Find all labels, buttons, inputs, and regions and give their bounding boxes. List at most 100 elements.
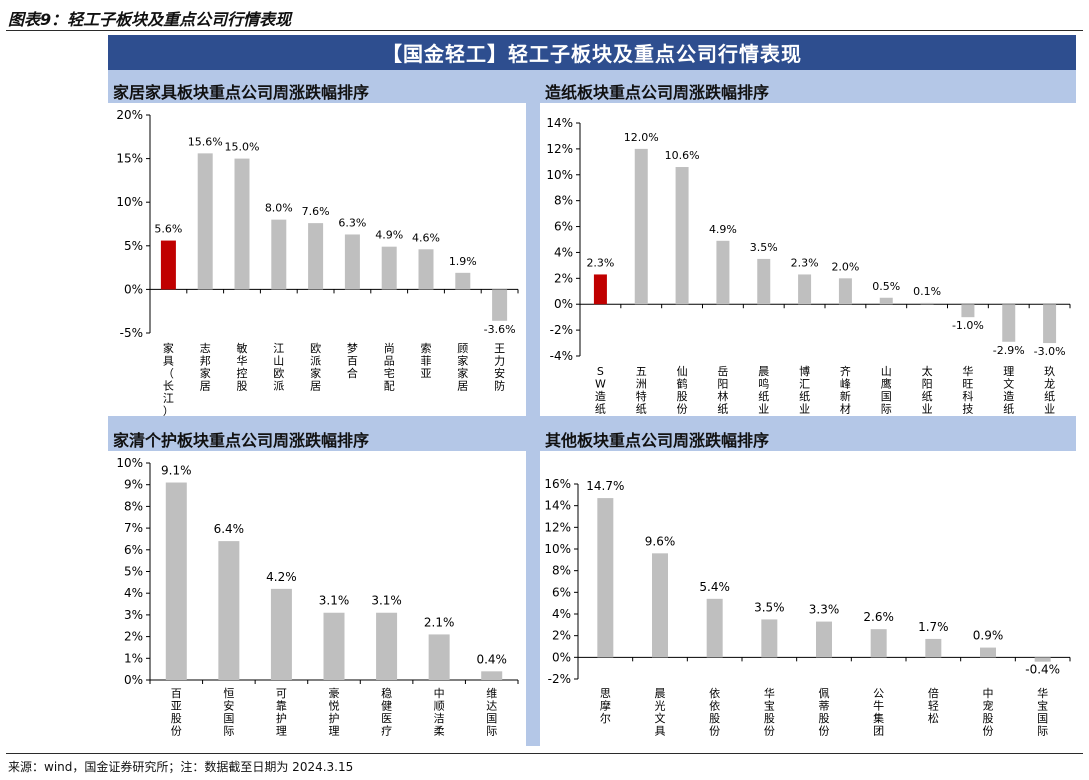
- others-bar-chart: -2% 0% 2% 4% 6% 8% 10% 12% 14% 16% 14.7% 思摩尔 9.6% 晨光文…: [544, 477, 1071, 738]
- bar: [920, 302, 934, 305]
- bar: [716, 240, 730, 305]
- household-bar-chart: 0% 1% 2% 3% 4% 5% 6% 7% 8% 9% 10% 9.1% 百亚股份 6.4% 恒安国际 4…: [116, 456, 519, 738]
- y-tick-label: 14%: [546, 116, 573, 130]
- figure-title: 图表9：轻工子板块及重点公司行情表现: [8, 10, 292, 29]
- chart-panel-household: 0% 1% 2% 3% 4% 5% 6% 7% 8% 9% 10% 9.1% 百亚股份 6.4% 恒安国际 4…: [108, 451, 526, 746]
- y-tick-label: 6%: [124, 543, 143, 557]
- y-tick-label: 10%: [546, 168, 573, 182]
- category-label: 岳阳林纸: [717, 365, 728, 416]
- bar: [481, 671, 503, 680]
- category-label: 华宝股份: [764, 686, 775, 738]
- category-label: 稳健医疗: [381, 686, 392, 738]
- bar: [270, 588, 292, 680]
- data-label: -1.0%: [952, 319, 984, 332]
- bar: [757, 258, 771, 305]
- category-label: 索菲亚: [421, 341, 432, 380]
- data-label: 2.3%: [586, 256, 614, 269]
- data-label: 9.6%: [645, 534, 676, 548]
- category-label: 江山欧派: [273, 342, 284, 393]
- panel-title-household: 家清个护板块重点公司周涨跌幅排序: [113, 431, 370, 450]
- panel-title-others: 其他板块重点公司周涨跌幅排序: [545, 431, 770, 450]
- y-tick-label: 10%: [116, 195, 143, 209]
- category-label: 齐峰新材: [840, 364, 851, 416]
- y-tick-label: 10%: [116, 456, 143, 470]
- panel-title-furniture: 家居家具板块重点公司周涨跌幅排序: [113, 83, 370, 102]
- category-label: 玖龙纸业: [1044, 365, 1055, 416]
- y-tick-label: 20%: [116, 108, 143, 122]
- data-label: 4.2%: [266, 570, 297, 584]
- y-tick-label: 16%: [544, 477, 571, 491]
- y-tick-label: 8%: [554, 194, 573, 208]
- data-label: -2.9%: [993, 344, 1025, 357]
- bar: [961, 304, 975, 318]
- bar: [271, 219, 287, 290]
- data-label: 14.7%: [586, 479, 624, 493]
- y-tick-label: 12%: [544, 520, 571, 534]
- bar: [925, 638, 942, 658]
- data-label: 3.5%: [750, 241, 778, 254]
- category-label: 晨光文具: [655, 687, 666, 738]
- y-tick-label: 4%: [554, 245, 573, 259]
- data-label: 4.9%: [709, 223, 737, 236]
- y-tick-label: -2%: [548, 672, 571, 686]
- y-tick-label: 0%: [554, 297, 573, 311]
- y-tick-label: 6%: [554, 220, 573, 234]
- category-label: 公牛集团: [873, 687, 884, 738]
- category-label: SW造纸Ⅱ: [595, 365, 606, 416]
- data-label: 10.6%: [665, 149, 700, 162]
- data-label: 0.4%: [476, 652, 507, 666]
- bar: [376, 612, 398, 680]
- category-label: 梦百合: [347, 342, 358, 380]
- data-label: -3.0%: [1034, 345, 1066, 358]
- y-tick-label: 7%: [124, 521, 143, 535]
- y-tick-label: 0%: [124, 282, 143, 296]
- category-label: 五洲特纸: [636, 365, 647, 416]
- data-label: 2.3%: [791, 256, 819, 269]
- data-label: 4.6%: [412, 231, 440, 244]
- bar: [798, 274, 812, 305]
- data-label: 2.0%: [831, 260, 859, 273]
- y-tick-label: 2%: [554, 271, 573, 285]
- y-tick-label: 2%: [552, 629, 571, 643]
- chart-panel-others: -2% 0% 2% 4% 6% 8% 10% 12% 14% 16% 14.7% 思摩尔 9.6% 晨光文…: [540, 451, 1076, 746]
- y-tick-label: 12%: [546, 142, 573, 156]
- bar: [593, 274, 607, 305]
- category-label: 豪悦护理: [329, 686, 340, 738]
- bar: [879, 297, 893, 305]
- data-label: 3.1%: [319, 594, 350, 608]
- bar: [323, 612, 345, 680]
- category-label: 佩蒂股份: [819, 686, 830, 738]
- bar: [344, 234, 360, 290]
- data-label: 15.0%: [225, 141, 260, 154]
- data-label: 3.3%: [809, 603, 840, 617]
- category-label: 中顺洁柔: [434, 687, 445, 738]
- panel-title-paper: 造纸板块重点公司周涨跌幅排序: [545, 83, 770, 102]
- y-tick-label: -2%: [550, 323, 573, 337]
- category-label: 尚品宅配: [384, 341, 395, 393]
- y-tick-label: 4%: [552, 607, 571, 621]
- y-tick-label: 0%: [124, 673, 143, 687]
- bar: [597, 498, 614, 658]
- category-label: 家具（长江）: [163, 341, 174, 416]
- data-label: 4.9%: [375, 229, 403, 242]
- banner-title: 【国金轻工】轻工子板块及重点公司行情表现: [108, 35, 1076, 70]
- data-label: 3.1%: [371, 594, 402, 608]
- paper-bar-chart: -4% -2% 0% 2% 4% 6% 8% 10% 12% 14% 2.3% SW造纸Ⅱ 12.0% 五…: [546, 116, 1071, 428]
- category-label: 博汇纸业: [799, 365, 810, 416]
- data-label: 1.7%: [918, 620, 949, 634]
- bar: [455, 272, 471, 290]
- bar: [980, 647, 996, 658]
- category-label: 恒安国际: [223, 687, 234, 738]
- bar: [1002, 304, 1016, 342]
- data-label: 2.1%: [424, 615, 455, 629]
- y-tick-label: 6%: [552, 585, 571, 599]
- category-label: 欧派家居: [310, 342, 321, 393]
- y-tick-label: 8%: [552, 564, 571, 578]
- category-label: 华宝国际: [1037, 686, 1048, 738]
- bar: [218, 541, 240, 680]
- source-note: 来源：wind，国金证券研究所；注：数据截至日期为 2024.3.15: [8, 760, 354, 774]
- category-label: 仙鹤股份: [677, 365, 688, 416]
- data-label: 5.4%: [699, 580, 730, 594]
- bar: [418, 249, 434, 290]
- data-label: 6.3%: [338, 216, 366, 229]
